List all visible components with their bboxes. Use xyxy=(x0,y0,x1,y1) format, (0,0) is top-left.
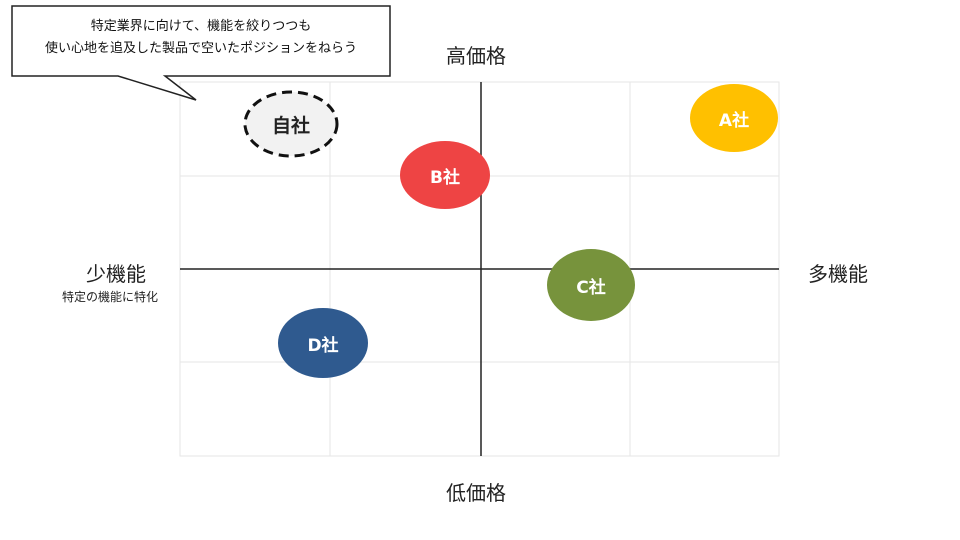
company-d-label: D社 xyxy=(307,335,339,356)
axis-label-top: 高価格 xyxy=(446,44,506,68)
company-d: D社 xyxy=(278,308,368,378)
company-self: 自社 xyxy=(245,92,337,156)
company-b: B社 xyxy=(400,141,490,209)
callout-box xyxy=(11,5,391,101)
axis-sublabel-left: 特定の機能に特化 xyxy=(62,290,159,304)
axis-label-bottom: 低価格 xyxy=(446,481,506,505)
company-a: A社 xyxy=(690,84,778,152)
callout-text: 特定業界に向けて、機能を絞りつつも 使い心地を追及した製品で空いたポジションをね… xyxy=(14,16,388,60)
company-c-label: C社 xyxy=(576,277,606,298)
company-self-label: 自社 xyxy=(271,114,310,137)
company-self-ellipse xyxy=(243,90,339,158)
axis-label-left: 少機能 xyxy=(86,262,146,286)
callout-line-2: 使い心地を追及した製品で空いたポジションをねらう xyxy=(44,41,357,56)
callout-line-1: 特定業界に向けて、機能を絞りつつも xyxy=(90,19,312,34)
axis-label-right: 多機能 xyxy=(808,262,868,286)
company-b-label: B社 xyxy=(430,167,460,188)
company-c: C社 xyxy=(547,249,635,321)
company-a-label: A社 xyxy=(718,110,750,131)
